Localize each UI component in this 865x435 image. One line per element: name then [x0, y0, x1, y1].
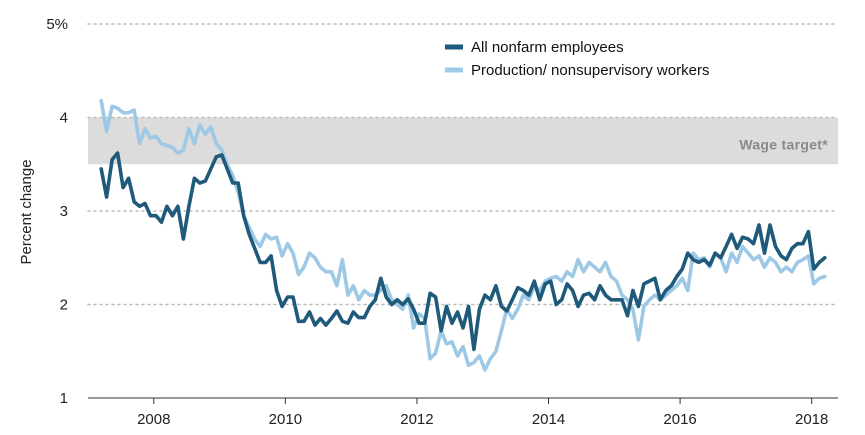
- x-tick-label: 2008: [137, 411, 170, 428]
- x-tick-label: 2016: [663, 411, 696, 428]
- x-tick-label: 2018: [795, 411, 828, 428]
- y-tick-label: 3: [60, 203, 68, 220]
- y-tick-label: 5%: [46, 16, 68, 33]
- legend-label: All nonfarm employees: [471, 39, 624, 56]
- x-tick-label: 2012: [400, 411, 433, 428]
- y-tick-label: 4: [60, 110, 68, 127]
- gridlines: [87, 23, 839, 306]
- series-lines: [99, 98, 827, 372]
- wage-target-label: Wage target*: [739, 137, 828, 153]
- y-tick-label: 1: [60, 390, 68, 407]
- series-line-production-nonsupervisory-workers: [99, 98, 827, 372]
- wage-target-band-layer: Wage target*: [88, 117, 838, 165]
- x-tick-label: 2014: [532, 411, 565, 428]
- x-tick-label: 2010: [269, 411, 302, 428]
- series-line-all-nonfarm-employees: [99, 151, 827, 352]
- legend: All nonfarm employees Production/ nonsupe…: [445, 39, 709, 79]
- wage-target-band: [88, 117, 838, 165]
- legend-label: Production/ nonsupervisory workers: [471, 62, 709, 79]
- axes: 1 2 3 4 5% 2008 2010 2012 2014 2016 2018: [46, 16, 838, 428]
- y-tick-label: 2: [60, 297, 68, 314]
- y-axis-title: Percent change: [18, 159, 35, 264]
